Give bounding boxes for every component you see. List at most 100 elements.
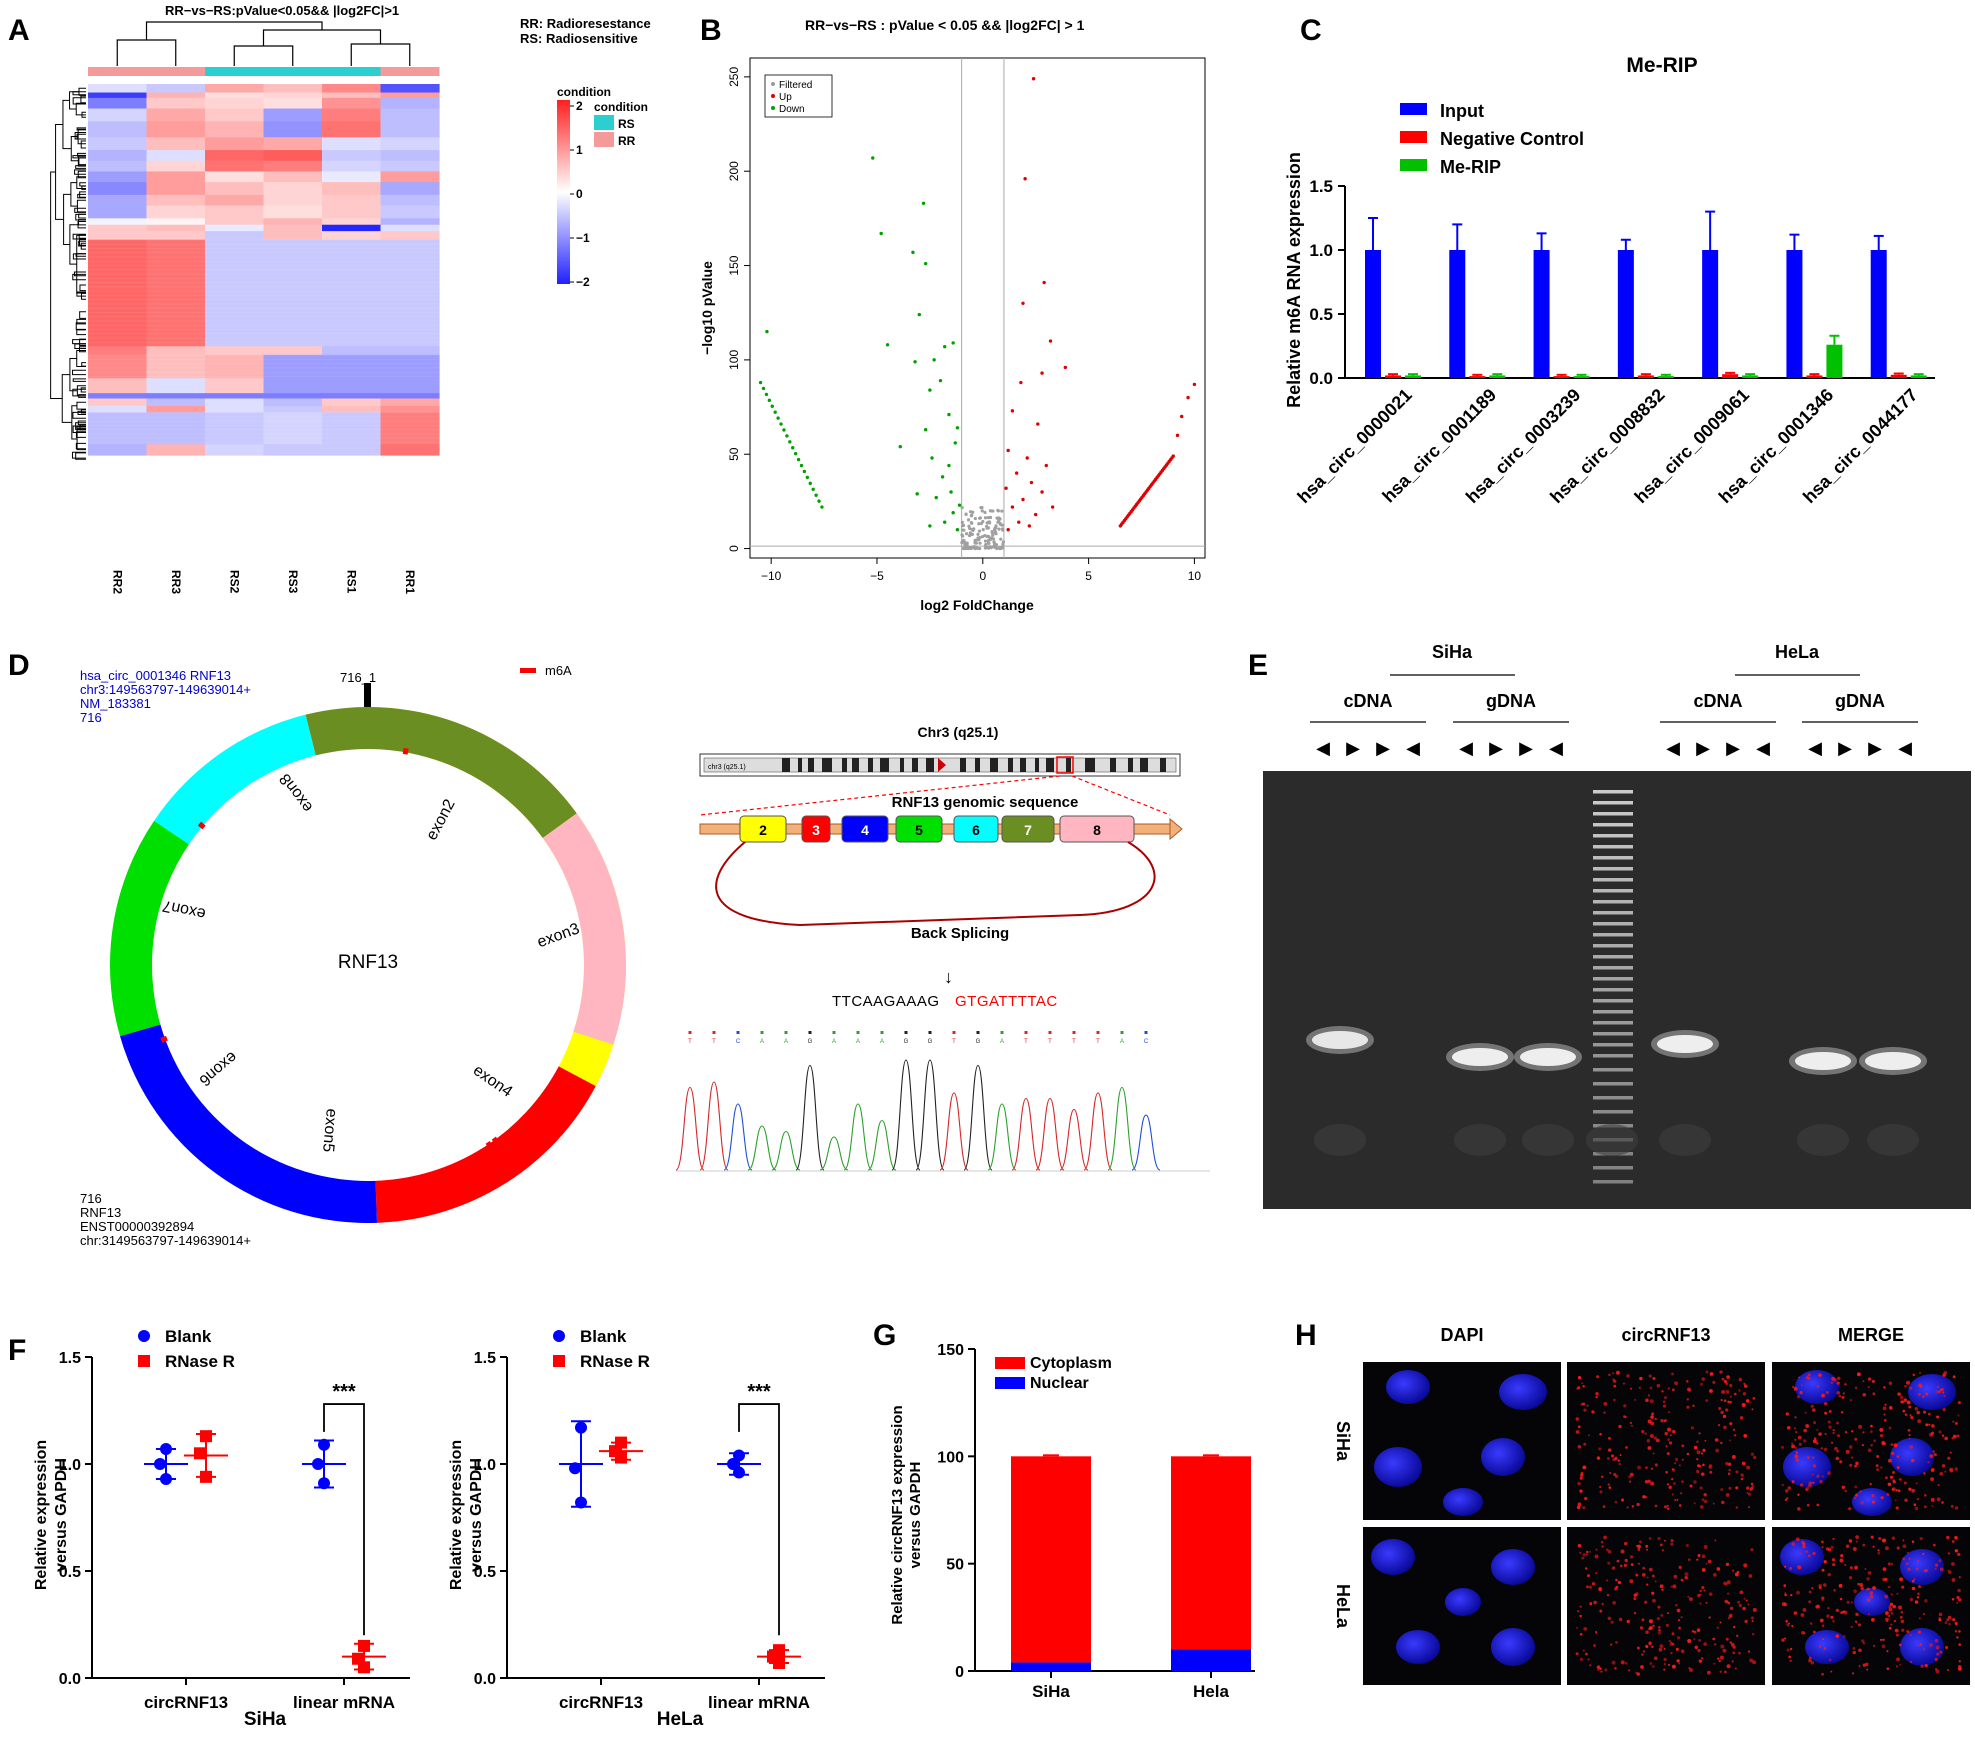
circrna-signal bbox=[1785, 1620, 1788, 1623]
trace-peak bbox=[675, 1086, 705, 1171]
heatmap-row-line bbox=[88, 363, 439, 364]
circrna-signal bbox=[1743, 1433, 1748, 1438]
down-point bbox=[949, 490, 953, 494]
base-call: T bbox=[1072, 1039, 1076, 1045]
circrna-signal bbox=[1861, 1443, 1864, 1447]
exon-box bbox=[841, 815, 889, 843]
bar bbox=[1385, 375, 1401, 378]
heatmap-cell bbox=[205, 84, 265, 94]
up-point bbox=[1025, 456, 1029, 460]
circrna-signal bbox=[1784, 1593, 1787, 1597]
heatmap-cell bbox=[322, 405, 382, 413]
circrna-signal bbox=[1818, 1644, 1822, 1648]
circrna-signal bbox=[1942, 1391, 1945, 1394]
circrna-signal bbox=[1607, 1550, 1612, 1554]
down-point bbox=[938, 378, 943, 383]
chart-subtitle: HeLa bbox=[657, 1709, 704, 1730]
circrna-signal bbox=[1828, 1658, 1832, 1662]
ideogram-band bbox=[1046, 758, 1054, 772]
circrna-signal bbox=[1828, 1410, 1832, 1413]
trace-peak bbox=[1083, 1092, 1113, 1171]
circrna-signal bbox=[1862, 1663, 1866, 1667]
circrna-signal bbox=[1608, 1436, 1611, 1440]
heatmap-row-line bbox=[88, 312, 439, 313]
heatmap-cell bbox=[88, 239, 148, 347]
exon-label: exon3 bbox=[535, 920, 582, 951]
circrna-signal bbox=[1890, 1593, 1893, 1596]
circrna-signal bbox=[1595, 1631, 1598, 1634]
circrna-signal bbox=[1639, 1376, 1643, 1381]
circrna-signal bbox=[1686, 1379, 1689, 1383]
dendrogram-twig bbox=[79, 424, 86, 431]
circrna-signal bbox=[1878, 1537, 1882, 1541]
filtered-point bbox=[999, 537, 1003, 541]
panel-letter-f: F bbox=[8, 1334, 26, 1367]
circrna-signal bbox=[1890, 1443, 1894, 1447]
bar bbox=[1617, 250, 1634, 378]
circrna-signal bbox=[1579, 1476, 1583, 1480]
circrna-signal bbox=[1826, 1614, 1830, 1618]
dendrogram-branch bbox=[350, 43, 411, 66]
exon-box bbox=[953, 815, 999, 843]
circrna-signal bbox=[1607, 1457, 1610, 1460]
circrna-signal bbox=[1670, 1585, 1673, 1588]
circrna-signal bbox=[1644, 1480, 1649, 1484]
filtered-point bbox=[986, 541, 991, 545]
heatmap-cell bbox=[263, 412, 323, 445]
legend-label: RNase R bbox=[165, 1352, 235, 1371]
circrna-signal bbox=[1647, 1446, 1652, 1450]
circrna-signal bbox=[1686, 1398, 1689, 1401]
y-tick-label: 0 bbox=[727, 545, 741, 552]
circrna-signal bbox=[1742, 1392, 1747, 1396]
gel-band bbox=[1795, 1052, 1851, 1070]
circrna-signal bbox=[1623, 1404, 1627, 1408]
circrna-signal bbox=[1680, 1616, 1683, 1619]
data-point bbox=[569, 1462, 581, 1475]
heatmap-cell bbox=[263, 108, 323, 122]
circrna-signal bbox=[1807, 1373, 1811, 1377]
circrna-signal bbox=[1844, 1564, 1847, 1566]
circrna-signal bbox=[1896, 1592, 1899, 1595]
circrna-signal bbox=[1898, 1643, 1902, 1647]
heatmap-cell bbox=[380, 346, 440, 356]
circrna-signal bbox=[1844, 1383, 1847, 1386]
circrna-signal bbox=[1579, 1551, 1582, 1554]
circrna-signal bbox=[1882, 1638, 1885, 1642]
circrna-signal bbox=[1855, 1461, 1859, 1466]
circrna-signal bbox=[1866, 1587, 1870, 1591]
circrna-signal bbox=[1742, 1606, 1746, 1611]
base-call: A bbox=[880, 1039, 884, 1045]
circrna-signal bbox=[1721, 1500, 1725, 1505]
circrna-signal bbox=[1577, 1375, 1582, 1380]
circrna-signal bbox=[1680, 1649, 1685, 1654]
circrna-signal bbox=[1821, 1672, 1824, 1676]
filtered-point bbox=[974, 541, 978, 545]
circrna-signal bbox=[1888, 1381, 1893, 1386]
base-call: C bbox=[1144, 1039, 1149, 1045]
panel-d-circrna-structure: hsa_circ_0001346 RNF13 chr3:149563797-14… bbox=[80, 663, 1210, 1248]
circrna-signal bbox=[1901, 1400, 1905, 1404]
bar bbox=[1365, 250, 1381, 378]
x-tick-label: linear mRNA bbox=[708, 1693, 810, 1712]
heatmap-cell bbox=[88, 108, 148, 122]
heatmap-column-label: RS1 bbox=[344, 570, 358, 594]
circrna-signal bbox=[1851, 1456, 1854, 1459]
circrna-signal bbox=[1645, 1398, 1649, 1403]
circrna-signal bbox=[1648, 1627, 1652, 1631]
circrna-signal bbox=[1917, 1592, 1920, 1595]
circrna-signal bbox=[1888, 1406, 1893, 1410]
filtered-point bbox=[985, 524, 989, 529]
circrna-signal bbox=[1586, 1404, 1589, 1407]
circrna-signal bbox=[1741, 1402, 1746, 1407]
circrna-signal bbox=[1661, 1390, 1664, 1393]
circrna-signal bbox=[1879, 1433, 1884, 1438]
filtered-point bbox=[1001, 540, 1006, 544]
up-point bbox=[1017, 520, 1021, 524]
heatmap-row-line bbox=[88, 260, 439, 262]
legend-title-condition-1: condition bbox=[557, 85, 611, 99]
circrna-signal bbox=[1649, 1399, 1654, 1404]
ladder-band bbox=[1593, 1021, 1633, 1025]
circrna-signal bbox=[1832, 1562, 1836, 1567]
